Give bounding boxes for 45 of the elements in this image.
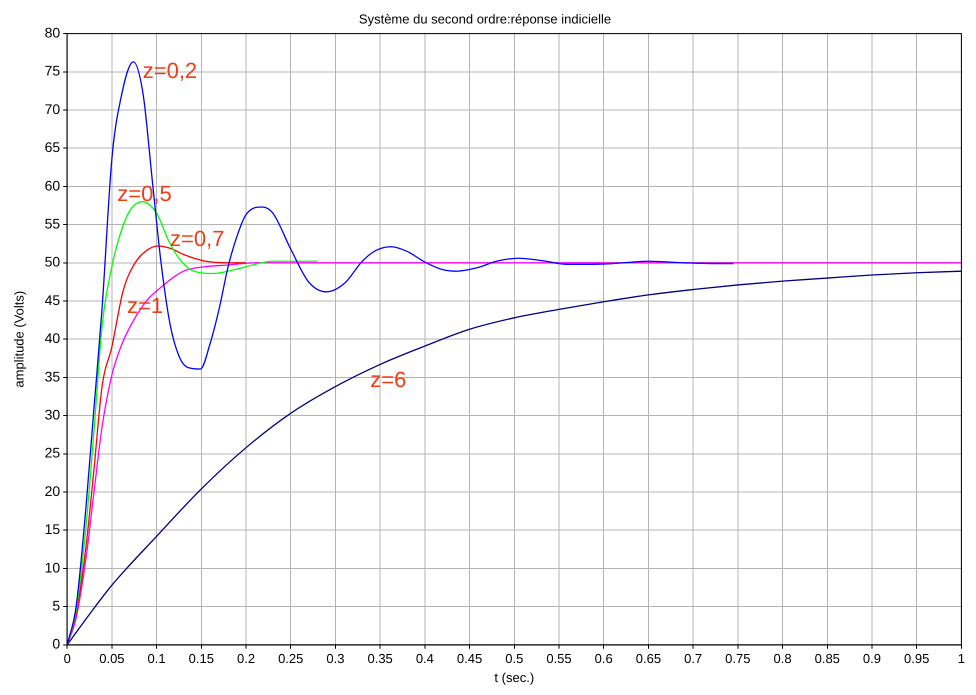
series-label: z=0,7	[170, 226, 224, 252]
x-tick-label: 0.2	[236, 651, 256, 666]
x-tick-label: 0.7	[684, 651, 702, 666]
y-tick-label: 65	[44, 139, 60, 156]
y-tick-label: 15	[44, 521, 60, 538]
x-tick-label: 0.8	[774, 651, 792, 666]
y-tick-label: 60	[44, 177, 60, 194]
y-tick-label: 75	[44, 62, 60, 79]
y-tick-label: 55	[44, 215, 60, 232]
y-tick-label: 30	[44, 406, 60, 422]
x-tick-label: 0.5	[505, 651, 524, 666]
x-tick-label: 0.05	[99, 651, 125, 666]
x-tick-label: 0.6	[594, 651, 613, 666]
y-tick-label: 70	[44, 100, 60, 117]
y-tick-label: 50	[44, 254, 60, 270]
y-tick-label: 80	[44, 24, 60, 40]
x-tick-label: 0.4	[416, 651, 434, 666]
y-tick-label: 10	[44, 559, 60, 576]
y-tick-label: 25	[44, 444, 60, 461]
x-axis-title: t (sec.)	[494, 670, 534, 685]
y-tick-label: 35	[44, 368, 60, 384]
y-tick-label: 40	[44, 330, 60, 346]
x-tick-label: 0.1	[148, 651, 166, 666]
series-label: z=6	[370, 366, 406, 392]
x-tick-label: 0	[64, 651, 71, 666]
y-tick-label: 5	[52, 597, 60, 614]
x-tick-label: 0.3	[326, 651, 344, 666]
x-tick-label: 0.25	[278, 651, 304, 666]
x-tick-label: 0.35	[367, 651, 393, 666]
x-tick-label: 0.75	[725, 651, 750, 666]
x-tick-label: 1	[958, 651, 965, 666]
x-tick-label: 0.15	[188, 651, 214, 666]
series-label: z=0,2	[142, 58, 198, 84]
x-tick-label: 0.65	[636, 651, 662, 666]
x-tick-label: 0.85	[814, 651, 840, 666]
x-tick-label: 0.45	[456, 651, 482, 666]
y-tick-label: 0	[52, 636, 60, 652]
line-series	[67, 61, 734, 645]
x-tick-label: 0.9	[862, 651, 882, 666]
x-tick-label: 0.55	[546, 651, 572, 666]
chart-title: Système du second ordre:réponse indicielle	[358, 11, 612, 26]
y-tick-label: 45	[44, 292, 60, 308]
y-tick-label: 20	[44, 482, 60, 499]
x-tick-label: 0.95	[904, 651, 930, 666]
y-axis-title: amplitude (Volts)	[11, 290, 26, 388]
